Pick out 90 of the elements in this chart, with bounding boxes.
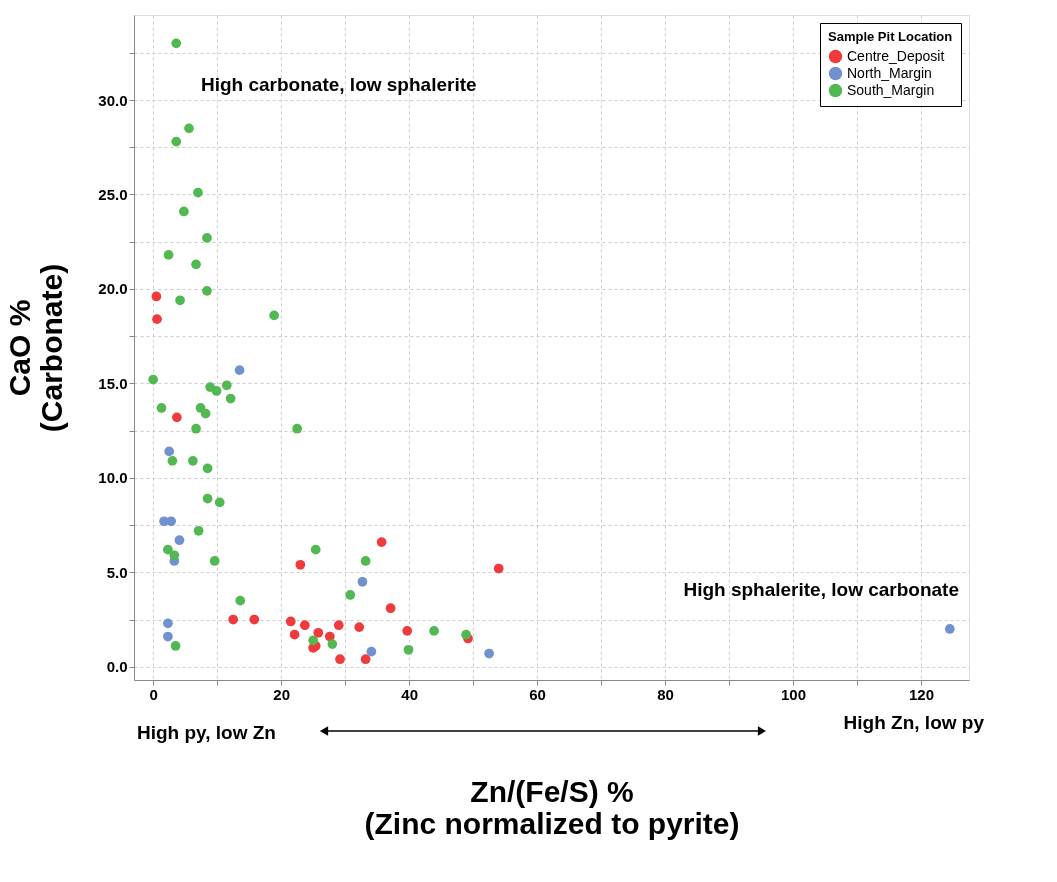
point [184,123,194,134]
point [171,136,182,147]
point [345,590,356,600]
point [202,285,212,296]
point [461,629,471,640]
legend-label: North_Margin [847,64,932,81]
point [156,403,167,413]
x-axis-title: Zn/(Fe/S) % (Zinc normalized to pyrite) [364,774,740,840]
point [179,206,189,217]
y-tick-label: 25.0 [98,185,128,203]
point [299,620,310,631]
point [209,556,220,566]
point [235,595,246,606]
point [166,516,176,527]
point [164,446,175,457]
annotation: High sphalerite, low carbonate [683,579,959,600]
point [292,423,303,434]
point [357,576,368,587]
point [285,616,296,627]
point [327,639,338,649]
point [169,550,180,561]
x-tick-label: 20 [273,685,291,703]
legend-label: Centre_Deposit [847,47,945,64]
point [152,314,162,325]
point [151,291,162,302]
x-tick-label: 0 [149,685,158,703]
legend-title: Sample Pit Location [828,29,953,44]
point [402,626,413,636]
point [191,259,201,270]
point [295,559,306,570]
point [174,535,185,546]
y-tick-label: 20.0 [98,280,128,298]
text: High py, low Zn [137,722,276,743]
point [221,380,232,391]
point [310,544,321,555]
point [163,250,174,260]
x-tick-label: 100 [781,685,807,703]
point [354,622,365,632]
point [225,393,236,404]
point [214,497,225,508]
point [385,603,396,614]
point [193,525,204,536]
x-tick-label: 60 [529,685,546,703]
y-tick-label: 5.0 [106,563,128,581]
point [269,310,279,321]
point [360,556,371,566]
point [313,627,324,638]
point [200,408,211,419]
point [193,187,203,198]
y-tick-label: 15.0 [98,374,128,392]
x-tick-label: 120 [909,685,935,703]
point [163,631,173,642]
x-tick-label: 80 [657,685,674,703]
point [429,626,439,636]
x-tick-label: 40 [401,685,418,703]
point [308,635,319,646]
point [228,614,239,625]
point [163,544,173,555]
point [376,537,387,547]
point [202,233,212,243]
y-tick-label: 10.0 [98,469,128,487]
point [202,493,213,504]
point [493,563,504,574]
point [335,654,345,665]
text: High Zn, low py [843,712,985,733]
point [360,654,371,665]
legend-label: South_Margin [847,81,935,98]
annotation: High carbonate, low sphalerite [201,74,477,95]
point [172,412,182,423]
point [175,295,185,306]
point [333,620,344,631]
point [211,386,222,396]
point [366,646,377,657]
point [403,644,414,655]
point [484,648,494,659]
point [191,423,201,434]
point [163,618,173,629]
point [249,614,260,625]
y-tick-label: 30.0 [98,91,128,109]
y-axis-title: CaO % (Carbonate) [3,263,69,433]
y-tick-label: 0.0 [106,658,128,676]
point [289,629,300,640]
point [234,365,245,376]
point [170,641,181,651]
point [187,455,198,466]
point [148,374,159,385]
point [202,463,213,474]
point [171,38,182,49]
point [944,624,955,634]
point [167,455,178,466]
